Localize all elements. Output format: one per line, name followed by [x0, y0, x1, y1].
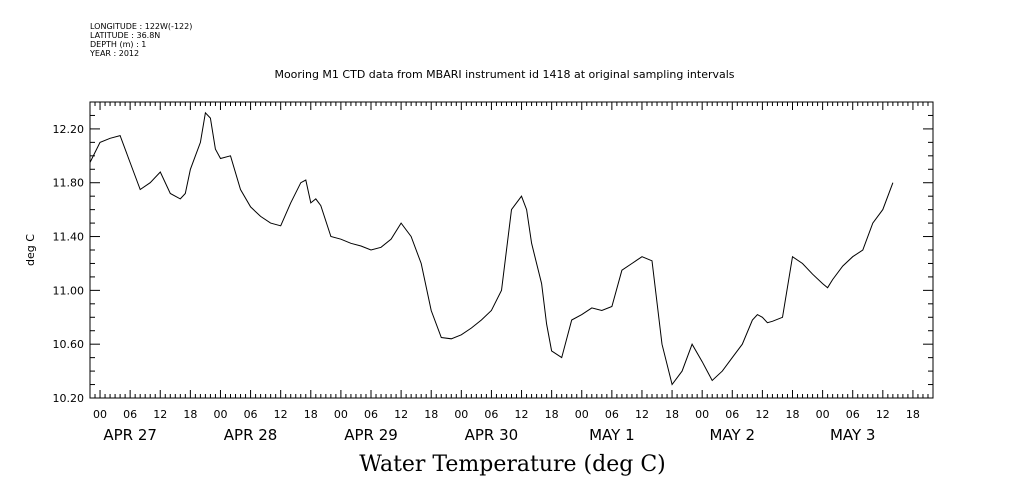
metadata-block: LONGITUDE : 122W(-122) LATITUDE : 36.8N …: [90, 22, 192, 58]
day-label: APR 27: [103, 426, 157, 444]
x-tick-label: 18: [304, 408, 318, 421]
temperature-series-line: [89, 111, 894, 386]
x-tick-label: 06: [846, 408, 860, 421]
x-tick-label: 12: [394, 408, 408, 421]
x-tick-label: 12: [876, 408, 890, 421]
x-tick-label: 12: [274, 408, 288, 421]
x-tick-label: 00: [334, 408, 348, 421]
x-tick-label: 18: [665, 408, 679, 421]
plot-frame: [89, 101, 934, 399]
latitude-label: LATITUDE : 36.8N: [90, 31, 161, 40]
day-label: APR 29: [344, 426, 398, 444]
x-tick-label: 06: [484, 408, 498, 421]
day-label: MAY 2: [710, 426, 756, 444]
y-tick-label: 10.20: [53, 392, 85, 405]
y-tick-label: 11.00: [53, 284, 85, 297]
x-tick-label: 12: [153, 408, 167, 421]
x-tick-label: 06: [123, 408, 137, 421]
x-tick-label: 18: [906, 408, 920, 421]
x-tick-label: 18: [545, 408, 559, 421]
x-tick-label: 00: [575, 408, 589, 421]
day-label: APR 28: [224, 426, 278, 444]
y-tick-label: 12.20: [53, 123, 85, 136]
x-tick-label: 06: [605, 408, 619, 421]
day-label: MAY 1: [589, 426, 635, 444]
x-tick-label: 00: [816, 408, 830, 421]
x-tick-label: 00: [695, 408, 709, 421]
x-tick-label: 18: [424, 408, 438, 421]
x-tick-label: 18: [786, 408, 800, 421]
longitude-label: LONGITUDE : 122W(-122): [90, 22, 193, 31]
x-tick-label: 00: [93, 408, 107, 421]
depth-label: DEPTH (m) : 1: [90, 40, 147, 49]
y-tick-label: 11.80: [53, 177, 85, 190]
x-tick-label: 06: [725, 408, 739, 421]
x-tick-label: 00: [213, 408, 227, 421]
chart-title: Mooring M1 CTD data from MBARI instrumen…: [274, 68, 735, 81]
x-tick-label: 12: [755, 408, 769, 421]
x-tick-label: 00: [454, 408, 468, 421]
x-tick-label: 06: [244, 408, 258, 421]
x-tick-label: 06: [364, 408, 378, 421]
x-tick-label: 12: [515, 408, 529, 421]
x-tick-label: 12: [635, 408, 649, 421]
y-tick-label: 11.40: [53, 231, 85, 244]
x-axis-title: Water Temperature (deg C): [359, 452, 666, 477]
x-tick-label: 18: [183, 408, 197, 421]
y-axis-label: deg C: [24, 234, 37, 266]
day-label: MAY 3: [830, 426, 876, 444]
day-label: APR 30: [465, 426, 519, 444]
year-label: YEAR : 2012: [90, 49, 140, 58]
y-tick-label: 10.60: [53, 338, 85, 351]
